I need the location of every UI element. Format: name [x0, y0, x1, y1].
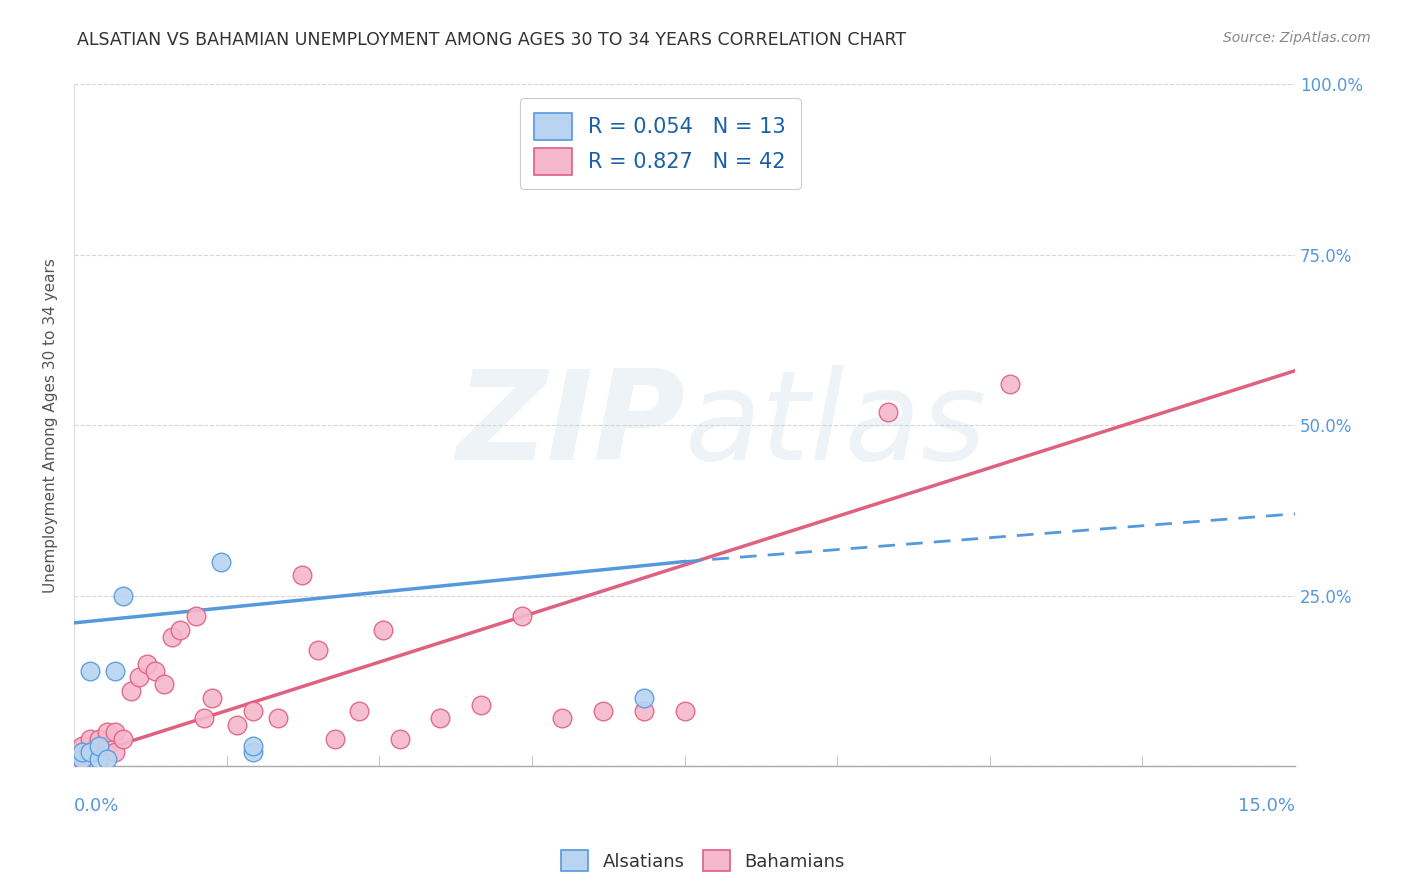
Point: [633, 705, 655, 719]
Point: [242, 739, 264, 753]
Point: [266, 711, 288, 725]
Point: [193, 711, 215, 725]
Legend: Alsatians, Bahamians: Alsatians, Bahamians: [554, 843, 852, 879]
Y-axis label: Unemployment Among Ages 30 to 34 years: Unemployment Among Ages 30 to 34 years: [44, 258, 58, 592]
Point: [104, 664, 127, 678]
Point: [551, 711, 574, 725]
Point: [510, 609, 533, 624]
Point: [70, 752, 93, 766]
Point: [347, 705, 370, 719]
Point: [96, 725, 118, 739]
Point: [111, 589, 134, 603]
Point: [201, 690, 224, 705]
Point: [998, 377, 1021, 392]
Point: [87, 739, 110, 753]
Point: [242, 745, 264, 759]
Text: ALSATIAN VS BAHAMIAN UNEMPLOYMENT AMONG AGES 30 TO 34 YEARS CORRELATION CHART: ALSATIAN VS BAHAMIAN UNEMPLOYMENT AMONG …: [77, 31, 907, 49]
Point: [592, 705, 614, 719]
Legend: R = 0.054   N = 13, R = 0.827   N = 42: R = 0.054 N = 13, R = 0.827 N = 42: [520, 98, 800, 189]
Point: [96, 739, 118, 753]
Text: atlas: atlas: [685, 365, 987, 486]
Point: [242, 705, 264, 719]
Point: [79, 745, 101, 759]
Point: [323, 731, 346, 746]
Point: [120, 684, 142, 698]
Point: [186, 609, 208, 624]
Point: [470, 698, 492, 712]
Point: [877, 404, 900, 418]
Point: [96, 752, 118, 766]
Point: [67, 752, 90, 766]
Point: [79, 739, 101, 753]
Point: [633, 690, 655, 705]
Text: ZIP: ZIP: [456, 365, 685, 486]
Point: [87, 731, 110, 746]
Point: [429, 711, 451, 725]
Point: [673, 705, 696, 719]
Point: [307, 643, 329, 657]
Point: [79, 664, 101, 678]
Point: [104, 725, 127, 739]
Point: [70, 745, 93, 759]
Point: [225, 718, 247, 732]
Point: [388, 731, 411, 746]
Point: [169, 623, 191, 637]
Point: [79, 745, 101, 759]
Point: [291, 568, 314, 582]
Point: [70, 739, 93, 753]
Point: [160, 630, 183, 644]
Text: Source: ZipAtlas.com: Source: ZipAtlas.com: [1223, 31, 1371, 45]
Point: [145, 664, 167, 678]
Text: 0.0%: 0.0%: [75, 797, 120, 814]
Point: [87, 745, 110, 759]
Point: [209, 555, 232, 569]
Point: [111, 731, 134, 746]
Point: [128, 670, 150, 684]
Point: [136, 657, 159, 671]
Point: [79, 731, 101, 746]
Point: [70, 752, 93, 766]
Point: [104, 745, 127, 759]
Point: [87, 752, 110, 766]
Text: 15.0%: 15.0%: [1239, 797, 1295, 814]
Point: [152, 677, 174, 691]
Point: [70, 745, 93, 759]
Point: [373, 623, 395, 637]
